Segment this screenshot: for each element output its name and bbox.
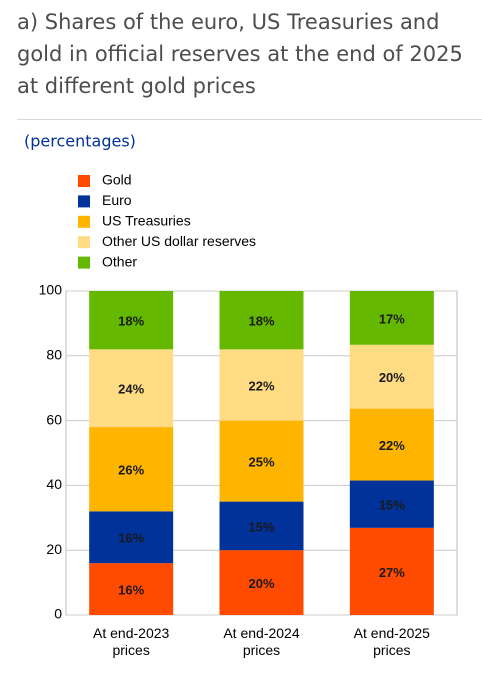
data-label: 17% xyxy=(379,311,405,326)
bar-segment xyxy=(349,527,434,615)
data-label: 16% xyxy=(118,531,144,546)
bar-segment xyxy=(89,563,174,615)
data-label: 25% xyxy=(248,455,274,470)
legend-swatch xyxy=(78,256,90,269)
bar-segment xyxy=(349,344,434,409)
legend-label: Other US dollar reserves xyxy=(102,233,256,249)
bar-segment xyxy=(349,408,434,481)
separator xyxy=(17,119,482,120)
bar-segment xyxy=(219,291,304,350)
legend-label: US Treasuries xyxy=(102,213,191,229)
data-label: 27% xyxy=(379,565,405,580)
data-label: 22% xyxy=(379,438,405,453)
x-tick-label-line: prices xyxy=(112,642,149,658)
legend-swatch xyxy=(78,236,90,249)
legend-swatch xyxy=(78,215,90,228)
bar-segment xyxy=(219,420,304,502)
data-label: 22% xyxy=(248,378,274,393)
data-label: 26% xyxy=(118,463,144,478)
x-tick-label: At end-2023 prices xyxy=(93,625,169,658)
data-label: 18% xyxy=(118,314,144,329)
data-label: 20% xyxy=(248,576,274,591)
bar-segment xyxy=(89,349,174,428)
legend-swatch xyxy=(78,175,90,187)
x-tick-label-line: At end-2025 xyxy=(354,625,430,641)
legend-swatch xyxy=(78,195,90,208)
chart-title: a) Shares of the euro, US Treasuries and… xyxy=(17,10,463,98)
data-label: 24% xyxy=(118,382,144,397)
x-tick-label: At end-2025 prices xyxy=(354,625,430,658)
legend-label: Gold xyxy=(102,172,132,188)
x-tick-label-line: At end-2023 xyxy=(93,625,169,641)
x-tick-label-line: At end-2024 xyxy=(223,625,299,641)
bar-segment xyxy=(219,550,304,615)
bar-segment xyxy=(89,427,174,512)
bar-segment xyxy=(89,511,174,564)
x-tick-label-line: prices xyxy=(243,642,280,658)
y-tick-label: 80 xyxy=(46,347,62,363)
y-tick-label: 0 xyxy=(54,606,62,622)
bar-segment xyxy=(349,291,434,345)
bar-segment xyxy=(89,291,174,350)
data-label: 15% xyxy=(248,519,274,534)
data-label: 18% xyxy=(248,314,274,329)
data-label: 15% xyxy=(379,498,405,513)
data-label: 16% xyxy=(118,583,144,598)
legend-label: Euro xyxy=(102,192,132,208)
chart-subtitle: (percentages) xyxy=(24,132,136,151)
bar-segment xyxy=(349,480,434,528)
y-tick-label: 100 xyxy=(39,282,63,298)
data-label: 20% xyxy=(379,370,405,385)
x-tick-label-line: prices xyxy=(373,642,410,658)
y-tick-label: 20 xyxy=(46,541,62,557)
bar-segment xyxy=(219,349,304,421)
bar-segment xyxy=(219,501,304,551)
y-tick-label: 40 xyxy=(46,476,62,492)
y-tick-label: 60 xyxy=(46,411,62,427)
x-tick-label: At end-2024 prices xyxy=(223,625,299,658)
legend-label: Other xyxy=(102,253,137,269)
